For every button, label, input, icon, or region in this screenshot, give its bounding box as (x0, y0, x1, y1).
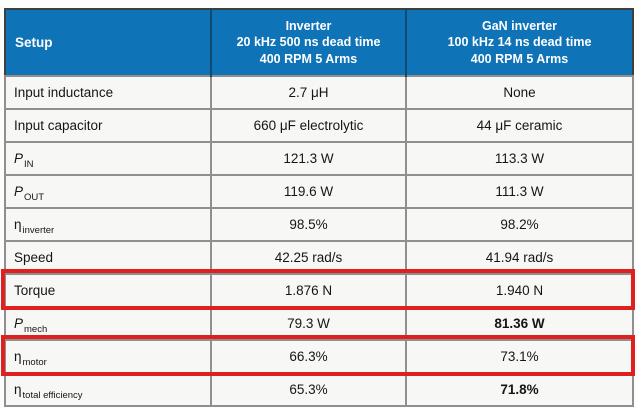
gan-value: 44 μF ceramic (405, 108, 634, 143)
inverter-value: 66.3% (210, 339, 407, 374)
gan-value: 98.2% (405, 207, 634, 242)
header-row: Setup Inverter 20 kHz 500 ns dead time 4… (5, 9, 633, 76)
header-inverter: Inverter 20 kHz 500 ns dead time 400 RPM… (210, 9, 406, 76)
header-gan-inverter: GaN inverter 100 kHz 14 ns dead time 400… (405, 9, 633, 76)
row-label: ηmotor (4, 339, 212, 374)
row-torque: Torque 1.876 N 1.940 N (4, 273, 634, 308)
row-p-in: PIN 121.3 W 113.3 W (4, 141, 634, 176)
table-body: Input inductance 2.7 μH None Input capac… (4, 75, 634, 407)
inverter-value: 79.3 W (210, 306, 407, 341)
row-eta-motor: ηmotor 66.3% 73.1% (4, 339, 634, 374)
header-inverter-line3: 400 RPM 5 Arms (259, 51, 358, 66)
row-label: Speed (4, 240, 212, 275)
gan-value: 71.8% (405, 372, 634, 407)
row-label: Torque (4, 273, 212, 308)
row-label: PIN (4, 141, 212, 176)
gan-value: None (405, 75, 634, 110)
header-setup-label: Setup (15, 35, 53, 50)
row-label: POUT (4, 174, 212, 209)
setup-comparison-table: Setup Inverter 20 kHz 500 ns dead time 4… (4, 8, 634, 407)
row-label: ηinverter (4, 207, 212, 242)
inverter-value: 42.25 rad/s (210, 240, 407, 275)
gan-value: 73.1% (405, 339, 634, 374)
header-gan-line3: 400 RPM 5 Arms (470, 51, 569, 66)
inverter-value: 65.3% (210, 372, 407, 407)
gan-value: 81.36 W (405, 306, 634, 341)
inverter-value: 2.7 μH (210, 75, 407, 110)
inverter-value: 660 μF electrolytic (210, 108, 407, 143)
header-gan-line1: GaN inverter (481, 19, 558, 34)
row-eta-total-efficiency: ηtotal efficiency 65.3% 71.8% (4, 372, 634, 407)
row-label: Pmech (4, 306, 212, 341)
comparison-table: Setup Inverter 20 kHz 500 ns dead time 4… (1, 8, 635, 407)
row-speed: Speed 42.25 rad/s 41.94 rad/s (4, 240, 634, 275)
table-header: Setup Inverter 20 kHz 500 ns dead time 4… (5, 9, 633, 76)
inverter-value: 121.3 W (210, 141, 407, 176)
row-p-mech: Pmech 79.3 W 81.36 W (4, 306, 634, 341)
row-label: Input capacitor (4, 108, 212, 143)
gan-value: 1.940 N (405, 273, 634, 308)
row-eta-inverter: ηinverter 98.5% 98.2% (4, 207, 634, 242)
header-gan-line2: 100 kHz 14 ns dead time (447, 35, 592, 50)
gan-value: 41.94 rad/s (405, 240, 634, 275)
inverter-value: 98.5% (210, 207, 407, 242)
row-input-capacitor: Input capacitor 660 μF electrolytic 44 μ… (4, 108, 634, 143)
row-p-out: POUT 119.6 W 111.3 W (4, 174, 634, 209)
row-input-inductance: Input inductance 2.7 μH None (4, 75, 634, 110)
row-label: Input inductance (4, 75, 212, 110)
header-inverter-line2: 20 kHz 500 ns dead time (236, 35, 381, 50)
header-setup: Setup (5, 9, 211, 76)
inverter-value: 1.876 N (210, 273, 407, 308)
gan-value: 113.3 W (405, 141, 634, 176)
gan-value: 111.3 W (405, 174, 634, 209)
header-inverter-line1: Inverter (285, 19, 332, 34)
inverter-value: 119.6 W (210, 174, 407, 209)
row-label: ηtotal efficiency (4, 372, 212, 407)
